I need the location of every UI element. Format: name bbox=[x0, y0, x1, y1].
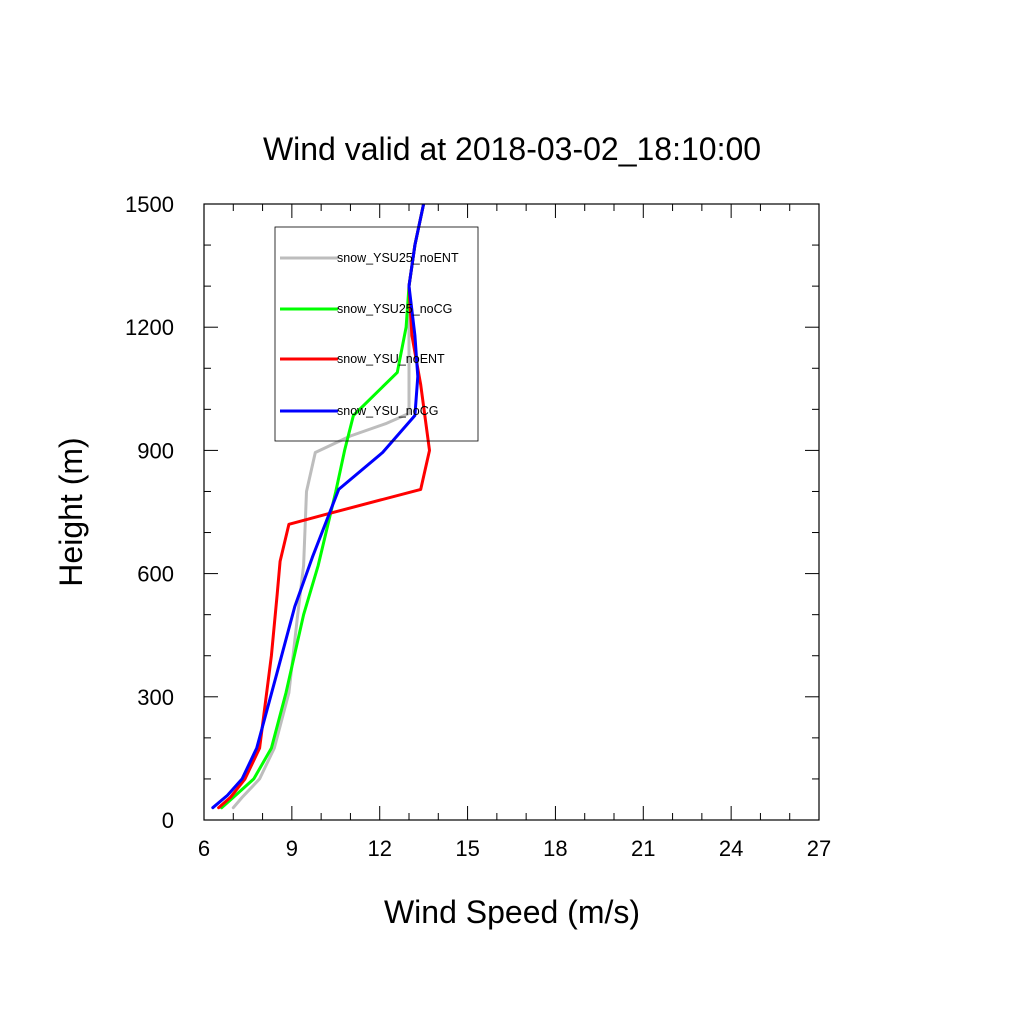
y-tick-label: 1200 bbox=[125, 315, 174, 340]
y-axis-label: Height (m) bbox=[53, 437, 89, 586]
x-tick-label: 27 bbox=[807, 836, 831, 861]
axis-ticks bbox=[203, 203, 820, 821]
chart-title: Wind valid at 2018-03-02_18:10:00 bbox=[263, 131, 761, 167]
series-line-snow_YSU25_noCG bbox=[220, 204, 426, 810]
y-tick-label: 0 bbox=[162, 808, 174, 833]
legend: snow_YSU25_noENT snow_YSU25_noCG snow_YSU_… bbox=[274, 226, 479, 442]
axis-tick-labels: 6 9 12 15 18 21 24 27 0 300 600 900 1200 1500 bbox=[125, 192, 831, 861]
y-tick-label: 1500 bbox=[125, 192, 174, 217]
x-tick-label: 15 bbox=[455, 836, 479, 861]
y-tick-label: 300 bbox=[137, 685, 174, 710]
x-tick-label: 18 bbox=[543, 836, 567, 861]
series-line-snow_YSU_noENT bbox=[217, 204, 431, 810]
legend-label: snow_YSU25_noCG bbox=[337, 302, 452, 316]
series-line-snow_YSU_noCG bbox=[211, 204, 426, 810]
x-tick-label: 21 bbox=[631, 836, 655, 861]
legend-box bbox=[274, 226, 479, 442]
series-line-snow_YSU25_noENT bbox=[231, 204, 426, 810]
x-tick-label: 12 bbox=[367, 836, 391, 861]
x-tick-label: 9 bbox=[286, 836, 298, 861]
y-tick-label: 900 bbox=[137, 438, 174, 463]
legend-label: snow_YSU_noCG bbox=[337, 404, 438, 418]
legend-label: snow_YSU25_noENT bbox=[337, 251, 459, 265]
legend-label: snow_YSU_noENT bbox=[337, 352, 445, 366]
x-axis-label: Wind Speed (m/s) bbox=[384, 894, 640, 930]
y-tick-label: 600 bbox=[137, 562, 174, 587]
x-tick-label: 6 bbox=[198, 836, 210, 861]
x-tick-label: 24 bbox=[719, 836, 743, 861]
plot-frame bbox=[203, 203, 820, 821]
series-lines bbox=[211, 204, 431, 810]
